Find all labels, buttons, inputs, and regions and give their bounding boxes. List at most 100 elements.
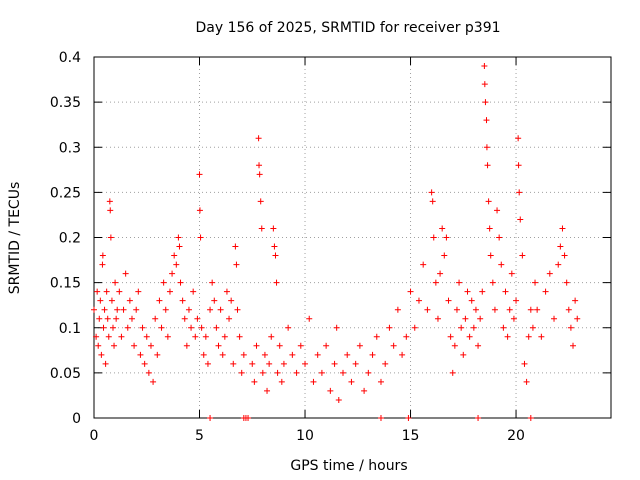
data-point <box>270 225 277 232</box>
data-point <box>253 342 260 349</box>
x-axis-label: GPS time / hours <box>290 458 407 474</box>
data-point <box>472 306 479 313</box>
data-point <box>365 369 372 376</box>
data-point <box>209 279 216 286</box>
data-point <box>532 279 539 286</box>
data-point <box>567 324 574 331</box>
data-point <box>481 81 488 88</box>
data-point <box>113 315 120 322</box>
data-point <box>527 415 534 421</box>
data-point <box>489 279 496 286</box>
data-point <box>204 360 211 367</box>
data-point <box>318 369 325 376</box>
data-point <box>551 315 558 322</box>
data-point <box>228 297 235 304</box>
data-point <box>95 342 102 349</box>
data-point <box>101 306 108 313</box>
data-point <box>97 297 104 304</box>
data-point <box>158 324 165 331</box>
data-point <box>145 369 152 376</box>
data-point <box>515 135 522 142</box>
data-point <box>107 234 114 241</box>
data-point <box>223 288 230 295</box>
data-point <box>331 360 338 367</box>
data-points <box>91 63 581 421</box>
data-point <box>268 333 275 340</box>
data-point <box>323 342 330 349</box>
data-point <box>382 360 389 367</box>
data-point <box>377 378 384 385</box>
data-point <box>137 351 144 358</box>
data-point <box>377 415 384 421</box>
data-point <box>494 207 501 214</box>
data-point <box>171 252 178 259</box>
data-point <box>390 342 397 349</box>
data-point <box>542 288 549 295</box>
data-point <box>276 342 283 349</box>
data-point <box>482 99 489 106</box>
data-point <box>197 234 204 241</box>
data-point <box>559 225 566 232</box>
data-point <box>255 135 262 142</box>
data-point <box>504 333 511 340</box>
data-point <box>557 243 564 250</box>
data-point <box>230 360 237 367</box>
data-point <box>487 252 494 259</box>
data-point <box>274 369 281 376</box>
y-tick-label: 0 <box>72 411 81 427</box>
data-point <box>96 315 103 322</box>
data-point <box>534 306 541 313</box>
x-tick-label: 0 <box>90 428 99 444</box>
data-point <box>236 333 243 340</box>
data-point <box>574 315 581 322</box>
data-point <box>259 369 266 376</box>
data-point <box>510 315 517 322</box>
x-tick-label: 10 <box>296 428 314 444</box>
data-point <box>327 387 334 394</box>
y-tick-label: 0.25 <box>50 185 81 201</box>
data-point <box>335 396 342 403</box>
data-point <box>120 306 127 313</box>
data-point <box>162 306 169 313</box>
data-point <box>310 378 317 385</box>
data-point <box>164 333 171 340</box>
data-point <box>251 378 258 385</box>
data-point <box>245 415 252 421</box>
data-point <box>99 252 106 259</box>
data-point <box>179 297 186 304</box>
data-point <box>356 342 363 349</box>
data-point <box>109 324 116 331</box>
data-point <box>399 351 406 358</box>
data-point <box>483 144 490 151</box>
data-point <box>500 324 507 331</box>
data-point <box>572 297 579 304</box>
data-point <box>238 369 245 376</box>
data-point <box>394 306 401 313</box>
data-point <box>502 288 509 295</box>
y-tick-label: 0.4 <box>59 50 81 66</box>
data-point <box>485 198 492 205</box>
data-point <box>348 378 355 385</box>
data-point <box>196 171 203 178</box>
data-point <box>515 162 522 169</box>
y-tick-label: 0.15 <box>50 276 81 292</box>
data-point <box>428 189 435 196</box>
data-point <box>570 342 577 349</box>
data-point <box>456 279 463 286</box>
data-point <box>344 351 351 358</box>
data-point <box>131 342 138 349</box>
data-point <box>481 63 488 70</box>
data-point <box>453 306 460 313</box>
data-point <box>496 234 503 241</box>
x-tick-label: 15 <box>402 428 420 444</box>
data-point <box>555 261 562 268</box>
y-tick-label: 0.3 <box>59 140 81 156</box>
data-point <box>103 288 110 295</box>
data-point <box>386 324 393 331</box>
data-point <box>373 333 380 340</box>
data-point <box>561 252 568 259</box>
data-point <box>333 324 340 331</box>
data-point <box>565 306 572 313</box>
data-point <box>523 378 530 385</box>
data-point <box>449 369 456 376</box>
